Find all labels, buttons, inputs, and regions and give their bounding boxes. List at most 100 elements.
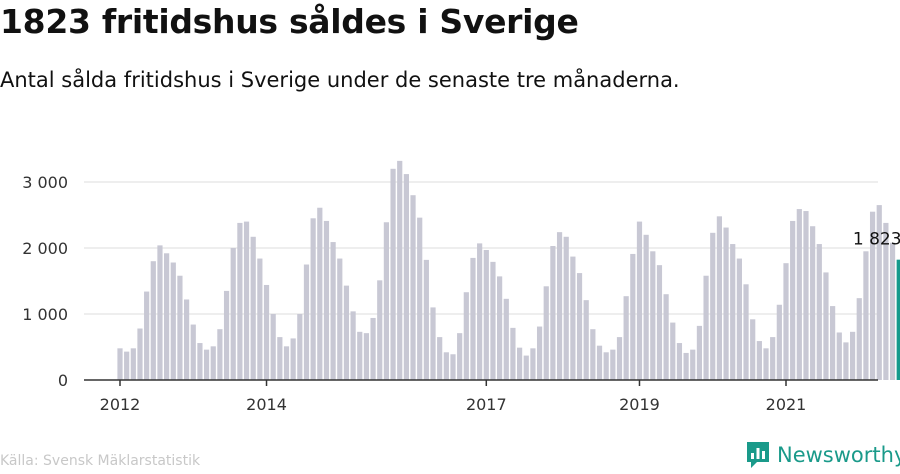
bar	[370, 317, 376, 380]
bar	[763, 348, 769, 380]
bar	[470, 257, 476, 380]
bar	[203, 349, 210, 380]
bar	[177, 275, 183, 380]
bar	[443, 352, 449, 380]
bar	[457, 333, 463, 380]
bar	[776, 304, 782, 380]
bar	[517, 347, 523, 380]
bar	[330, 242, 336, 380]
bar	[310, 218, 316, 380]
bar	[556, 232, 563, 380]
bar	[357, 331, 363, 380]
bar	[290, 338, 296, 380]
bar	[823, 272, 829, 380]
bar	[583, 300, 589, 380]
bar	[463, 292, 469, 380]
bar	[257, 258, 263, 380]
bar	[377, 280, 383, 380]
bar	[210, 346, 216, 380]
bar	[696, 325, 703, 380]
bar	[636, 221, 643, 380]
bar	[889, 242, 896, 380]
bar	[317, 207, 323, 380]
bar	[570, 256, 576, 380]
bar	[756, 341, 762, 380]
bar	[237, 222, 243, 380]
y-tick-label: 2 000	[22, 239, 68, 258]
bar	[690, 349, 696, 380]
bar	[297, 314, 303, 380]
bar	[343, 285, 350, 380]
bar	[616, 337, 623, 380]
bar	[157, 245, 163, 380]
bar	[190, 324, 196, 380]
bar	[623, 296, 629, 380]
brand-name: Newsworthy	[777, 443, 900, 467]
x-tick-label: 2017	[466, 395, 507, 414]
bar	[283, 346, 290, 380]
bar	[843, 342, 849, 380]
bar	[497, 276, 503, 380]
highlight-value-label: 1 823	[853, 230, 900, 250]
bar	[323, 220, 330, 380]
bar	[783, 263, 789, 380]
bar	[810, 226, 816, 380]
bar	[410, 195, 416, 380]
bar	[790, 220, 796, 380]
bar	[716, 216, 722, 380]
highlight-bar	[896, 259, 900, 380]
bar	[523, 355, 529, 380]
bar	[656, 265, 663, 380]
bar	[217, 329, 223, 380]
x-tick-label: 2019	[619, 395, 660, 414]
bar	[263, 284, 270, 380]
bar	[603, 352, 609, 380]
bar	[710, 232, 716, 380]
bar	[137, 328, 143, 380]
bar	[796, 209, 802, 380]
bar	[483, 249, 489, 380]
bar	[736, 258, 742, 380]
bar	[750, 319, 756, 380]
bar	[403, 174, 409, 380]
bar	[130, 348, 136, 380]
bar	[450, 354, 456, 380]
bar	[117, 348, 123, 380]
bar	[610, 349, 616, 380]
y-tick-label: 3 000	[22, 173, 68, 192]
bar	[830, 306, 836, 380]
bar	[530, 348, 536, 380]
bar	[590, 329, 596, 380]
bar	[770, 337, 776, 380]
bar	[836, 332, 842, 380]
bar	[437, 337, 443, 380]
bar	[883, 222, 889, 380]
bar	[170, 262, 176, 380]
bar	[536, 326, 543, 380]
chart-subtitle: Antal sålda fritidshus i Sverige under d…	[0, 68, 680, 92]
x-tick-label: 2012	[100, 395, 141, 414]
bar	[630, 253, 636, 380]
y-tick-label: 0	[58, 371, 68, 390]
bar	[230, 248, 236, 380]
newsworthy-logo[interactable]: Newsworthy	[745, 440, 900, 470]
bar	[663, 294, 669, 380]
bar	[150, 261, 156, 380]
bar	[510, 327, 516, 380]
bar	[223, 290, 230, 380]
bar	[250, 236, 256, 380]
bar	[650, 251, 656, 380]
bar	[816, 244, 822, 380]
bar	[803, 211, 809, 380]
bar	[337, 258, 343, 380]
bar	[197, 343, 203, 380]
bar	[243, 221, 250, 380]
bar	[670, 322, 676, 380]
y-tick-label: 1 000	[22, 305, 68, 324]
bar	[856, 298, 862, 380]
bar	[503, 298, 509, 380]
bar	[144, 291, 150, 380]
bar	[576, 273, 583, 380]
bar	[730, 244, 736, 380]
